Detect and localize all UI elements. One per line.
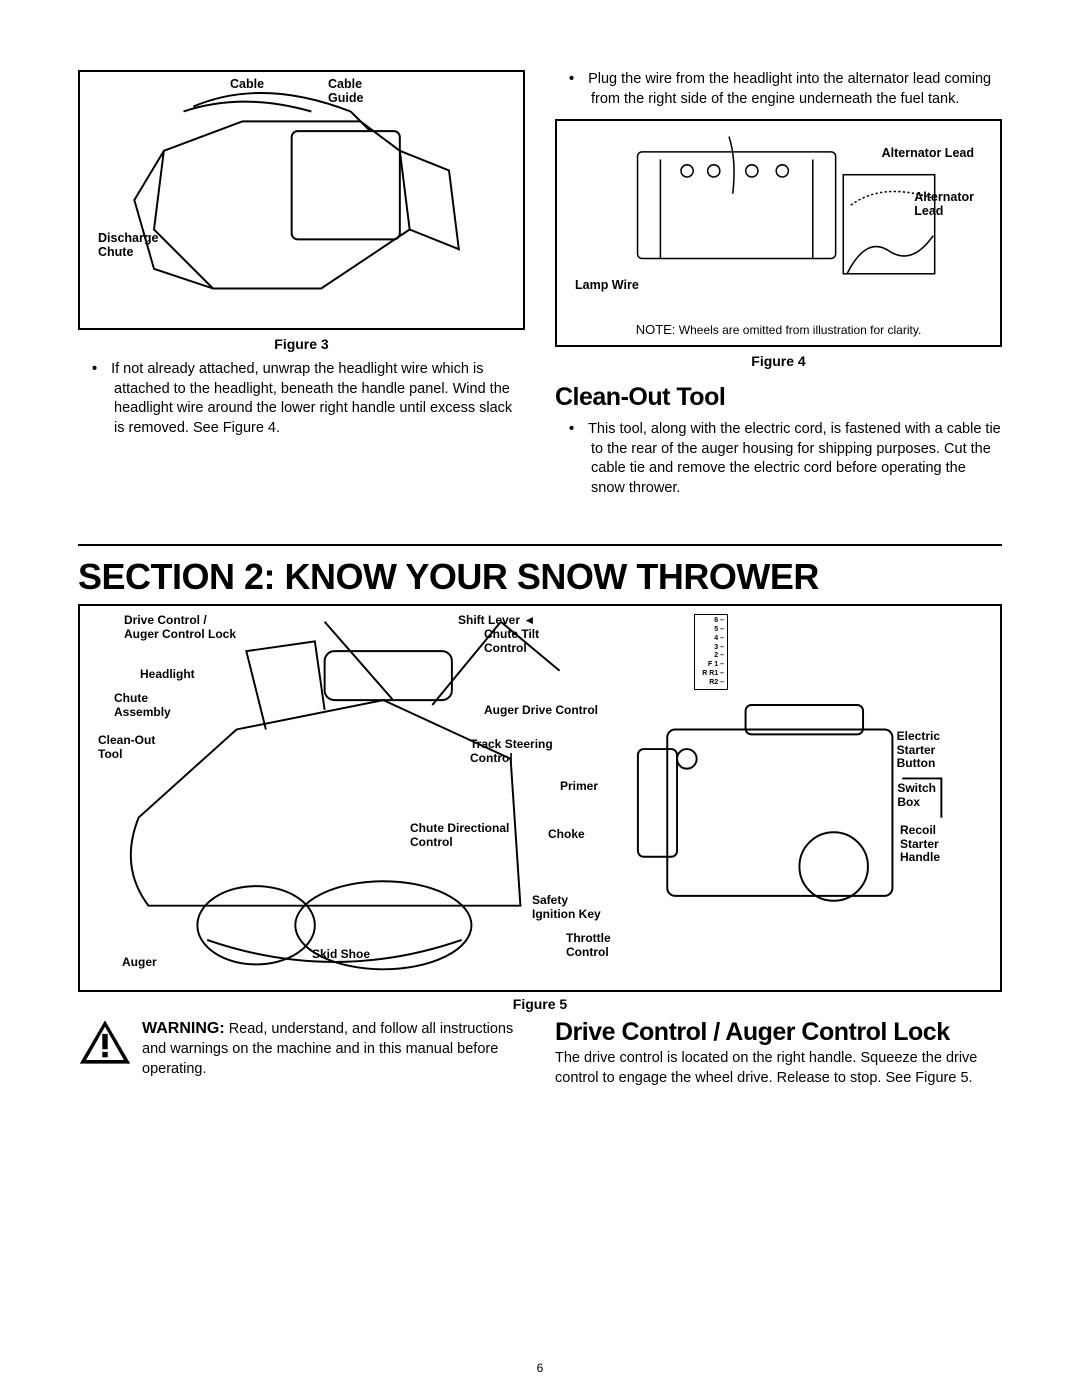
- left-column: Cable Cable Guide Discharge Chute Figure…: [78, 70, 525, 498]
- figure-5-illustration: [86, 612, 994, 984]
- section-divider: [78, 544, 1002, 546]
- gear-r1: R R1 –: [698, 670, 724, 679]
- section-2-title: SECTION 2: KNOW YOUR SNOW THROWER: [78, 556, 1002, 598]
- warning-icon: [78, 1018, 132, 1066]
- right-top-bullet: Plug the wire from the headlight into th…: [555, 70, 1002, 109]
- warning-row: WARNING: Read, understand, and follow al…: [78, 1018, 525, 1079]
- drive-control-paragraph: The drive control is located on the righ…: [555, 1049, 1002, 1088]
- gear-6: 6 –: [698, 617, 724, 626]
- label-lamp-wire: Lamp Wire: [575, 279, 639, 293]
- figure-3-illustration: [90, 82, 513, 318]
- figure-4-caption: Figure 4: [555, 353, 1002, 369]
- label-auger: Auger: [122, 956, 157, 969]
- gear-f1: F 1 –: [698, 661, 724, 670]
- gear-5: 5 –: [698, 626, 724, 635]
- figure-4-box: Alternator Lead Alternator Lead Lamp Wir…: [555, 119, 1002, 347]
- label-choke: Choke: [548, 828, 585, 841]
- cleanout-heading: Clean-Out Tool: [555, 383, 1002, 412]
- bottom-right-column: Drive Control / Auger Control Lock The d…: [555, 1018, 1002, 1088]
- figure-4-note: NOTE: Wheels are omitted from illustrati…: [557, 322, 1000, 337]
- bottom-two-column: WARNING: Read, understand, and follow al…: [78, 1018, 1002, 1088]
- label-recoil: Recoil Starter Handle: [900, 824, 940, 864]
- gear-3: 3 –: [698, 644, 724, 653]
- figure-3-box: Cable Cable Guide Discharge Chute: [78, 70, 525, 330]
- top-two-column: Cable Cable Guide Discharge Chute Figure…: [78, 70, 1002, 498]
- label-skid-shoe: Skid Shoe: [312, 948, 370, 961]
- gear-indicator: 6 – 5 – 4 – 3 – 2 – F 1 – R R1 – R2 –: [694, 614, 728, 690]
- figure-5-caption: Figure 5: [78, 996, 1002, 1012]
- label-discharge-chute: Discharge Chute: [98, 232, 158, 260]
- label-primer: Primer: [560, 780, 598, 793]
- figure-3-caption: Figure 3: [78, 336, 525, 352]
- label-electric-starter: Electric Starter Button: [897, 730, 940, 770]
- label-alt-lead-top: Alternator Lead: [882, 147, 974, 161]
- gear-r2: R2 –: [698, 679, 724, 688]
- label-switch-box: Switch Box: [897, 782, 936, 808]
- label-cleanout-tool: Clean-Out Tool: [98, 734, 155, 760]
- label-alt-lead-side: Alternator Lead: [914, 191, 974, 219]
- warning-paragraph: WARNING: Read, understand, and follow al…: [142, 1018, 525, 1079]
- drive-control-heading: Drive Control / Auger Control Lock: [555, 1018, 1002, 1047]
- gear-2: 2 –: [698, 652, 724, 661]
- figure-4-note-label: NOTE:: [636, 322, 676, 337]
- label-auger-drive: Auger Drive Control: [484, 704, 598, 717]
- label-safety-key: Safety Ignition Key: [532, 894, 601, 920]
- label-shift-lever: Shift Lever ◄: [458, 614, 535, 627]
- figure-5-box: 6 – 5 – 4 – 3 – 2 – F 1 – R R1 – R2 – Dr…: [78, 604, 1002, 992]
- cleanout-bullet: This tool, along with the electric cord,…: [555, 420, 1002, 498]
- right-column: Plug the wire from the headlight into th…: [555, 70, 1002, 498]
- label-chute-assembly: Chute Assembly: [114, 692, 171, 718]
- figure-4-note-text: Wheels are omitted from illustration for…: [679, 323, 922, 337]
- label-chute-tilt: Chute Tilt Control: [484, 628, 539, 654]
- label-chute-dir: Chute Directional Control: [410, 822, 509, 848]
- label-cable-guide: Cable Guide: [328, 78, 363, 106]
- page-number: 6: [0, 1361, 1080, 1375]
- gear-4: 4 –: [698, 635, 724, 644]
- label-track-steering: Track Steering Control: [470, 738, 553, 764]
- label-headlight: Headlight: [140, 668, 195, 681]
- label-drive-control-lock: Drive Control / Auger Control Lock: [124, 614, 236, 640]
- left-bullet-text: If not already attached, unwrap the head…: [78, 360, 525, 438]
- label-throttle: Throttle Control: [566, 932, 611, 958]
- label-cable: Cable: [230, 78, 264, 92]
- bottom-left-column: WARNING: Read, understand, and follow al…: [78, 1018, 525, 1088]
- warning-label: WARNING:: [142, 1020, 225, 1037]
